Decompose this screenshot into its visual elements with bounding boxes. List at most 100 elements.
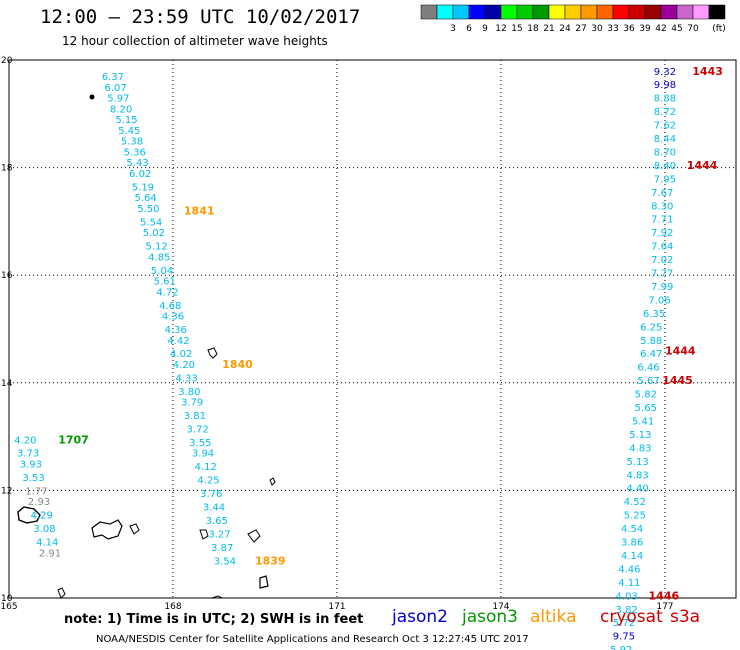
pass-time-label: 1445	[662, 374, 693, 387]
pass-time-label: 1840	[222, 358, 253, 371]
wave-height-value: 6.07	[104, 83, 126, 94]
wave-height-value: 5.64	[135, 193, 157, 204]
wave-height-value: 7.02	[651, 255, 673, 266]
map-frame	[8, 59, 737, 599]
wave-height-value: 7.62	[654, 121, 676, 132]
island-shape	[211, 595, 223, 599]
wave-height-value: 9.75	[613, 632, 635, 643]
wave-height-value: 5.65	[635, 403, 657, 414]
color-scale-label: 15	[511, 24, 522, 34]
land-outlines	[17, 94, 276, 599]
latitude-tick-label: 20	[1, 56, 13, 66]
wave-height-value: 5.50	[137, 204, 159, 215]
legend-jason3: jason3	[462, 607, 518, 627]
units-note: note: 1) Time is in UTC; 2) SWH is in fe…	[64, 612, 364, 627]
color-scale-unit: (ft)	[712, 24, 726, 34]
wave-height-value: 5.25	[624, 511, 646, 522]
wave-height-value: 7.92	[651, 228, 673, 239]
longitude-tick-label: 171	[328, 602, 345, 612]
pass-time-label: 1707	[58, 433, 89, 446]
wave-height-value: 6.47	[640, 349, 662, 360]
wave-height-value: 8.88	[654, 94, 676, 105]
wave-height-value: 1.77	[25, 486, 47, 497]
wave-height-value: 5.97	[107, 94, 129, 105]
color-scale-label: 9	[482, 24, 488, 34]
wave-height-value: 3.73	[17, 449, 39, 460]
wave-height-value: 4.46	[618, 564, 640, 575]
color-scale-label: 24	[559, 24, 571, 34]
color-scale-label: 27	[575, 24, 586, 34]
color-scale-label: 70	[687, 24, 699, 34]
wave-height-value: 3.93	[20, 460, 42, 471]
wave-height-value: 4.20	[14, 435, 36, 446]
latitude-tick-label: 16	[1, 271, 13, 281]
wave-height-value: 5.02	[143, 228, 165, 239]
wave-height-value: 2.93	[28, 497, 50, 508]
page-subtitle: 12 hour collection of altimeter wave hei…	[62, 34, 328, 48]
wave-height-value: 5.13	[629, 430, 651, 441]
wave-height-value: 3.65	[206, 516, 228, 527]
island-shape	[89, 94, 95, 100]
wave-height-value: 8.72	[654, 107, 676, 118]
longitude-tick-label: 165	[0, 602, 17, 612]
wave-height-value: 4.02	[170, 349, 192, 360]
wave-height-value: 8.70	[654, 147, 676, 158]
wave-height-value: 3.80	[178, 387, 200, 398]
color-scale-label: 12	[495, 24, 506, 34]
wave-height-value: 5.41	[632, 416, 654, 427]
island-shape	[57, 587, 66, 599]
wave-height-value: 7.64	[651, 242, 673, 253]
latitude-tick-label: 12	[1, 486, 12, 496]
latitude-tick-label: 14	[1, 379, 13, 389]
page-title: 12:00 – 23:59 UTC 10/02/2017	[40, 6, 361, 28]
wave-height-value: 7.67	[651, 188, 673, 199]
wave-height-value: 4.72	[156, 287, 178, 298]
wave-height-value: 8.30	[651, 201, 673, 212]
wave-height-value: 5.04	[151, 266, 173, 277]
color-scale-label: 21	[543, 24, 554, 34]
wave-height-value: 9.32	[654, 67, 676, 78]
island-shape	[91, 519, 123, 540]
wave-height-value: 3.94	[192, 449, 214, 460]
wave-height-value: 4.52	[624, 497, 646, 508]
wave-height-value: 3.72	[186, 425, 208, 436]
wave-height-value: 3.82	[616, 605, 638, 616]
pass-time-label: 1446	[649, 589, 680, 602]
wave-height-value: 4.36	[165, 325, 187, 336]
wave-height-value: 2.91	[39, 548, 61, 559]
color-scale-label: 42	[655, 24, 666, 34]
pass-time-label: 1839	[255, 554, 286, 567]
color-scale-label: 3	[450, 24, 456, 34]
wave-height-value: 5.15	[115, 115, 137, 126]
wave-height-value: 5.36	[124, 147, 146, 158]
wave-height-value: 8.20	[110, 104, 132, 115]
wave-height-value: 5.13	[626, 457, 648, 468]
island-shape	[199, 529, 209, 540]
wave-height-value: 3.76	[200, 489, 222, 500]
wave-height-value: 4.54	[621, 524, 643, 535]
color-scale-label: 18	[527, 24, 539, 34]
wave-height-value: 4.25	[197, 476, 219, 487]
island-shape	[207, 347, 218, 359]
color-scale-label: 33	[607, 24, 618, 34]
wave-height-value: 7.77	[651, 269, 673, 280]
wave-height-value: 4.29	[31, 511, 53, 522]
wave-height-value: 5.54	[140, 217, 162, 228]
longitude-tick-label: 177	[656, 602, 673, 612]
wave-height-value: 3.27	[208, 529, 230, 540]
wave-height-value: 8.40	[654, 161, 676, 172]
wave-height-value: 5.43	[126, 158, 148, 169]
wave-height-value: 5.38	[121, 137, 143, 148]
wave-height-value: 3.53	[22, 473, 44, 484]
wave-height-value: 3.81	[184, 411, 206, 422]
color-scale-label: 30	[591, 24, 603, 34]
wave-height-value: 6.37	[102, 72, 124, 83]
color-scale-label: 39	[639, 24, 651, 34]
pass-time-label: 1444	[687, 159, 718, 172]
wave-height-value: 4.11	[618, 578, 640, 589]
wave-height-value: 4.36	[162, 312, 184, 323]
wave-height-value: 9.98	[654, 80, 676, 91]
wave-height-value: 6.46	[637, 363, 659, 374]
wave-height-value: 8.44	[654, 134, 676, 145]
